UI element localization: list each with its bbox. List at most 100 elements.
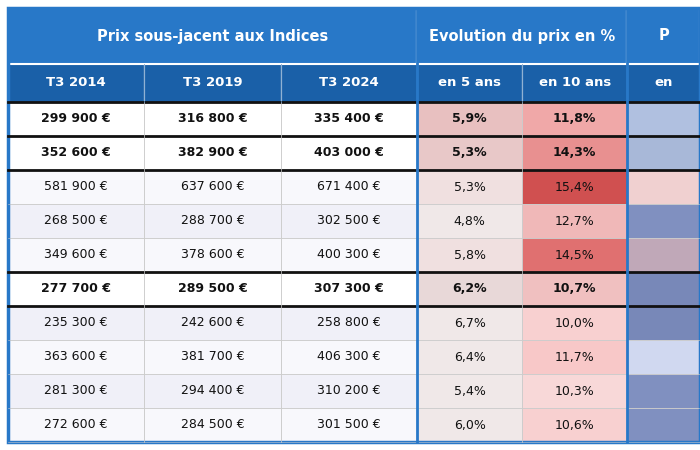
Text: 14,5%: 14,5% [555, 248, 594, 261]
Bar [522, 408, 627, 442]
Bar [144, 204, 281, 238]
Bar [627, 170, 700, 204]
Text: 671 400 €: 671 400 € [317, 180, 381, 194]
Text: 381 700 €: 381 700 € [181, 351, 244, 364]
Text: 10,7%: 10,7% [553, 283, 596, 296]
Text: 272 600 €: 272 600 € [44, 418, 108, 432]
Text: 284 500 €: 284 500 € [181, 418, 244, 432]
Bar [144, 136, 281, 170]
Bar [144, 306, 281, 340]
Bar [522, 204, 627, 238]
Text: T3 2024: T3 2024 [319, 76, 379, 90]
Bar [8, 340, 144, 374]
Bar [417, 204, 522, 238]
Text: en 10 ans: en 10 ans [538, 76, 611, 90]
Bar [8, 64, 144, 102]
Text: 6,4%: 6,4% [454, 351, 485, 364]
Bar [144, 408, 281, 442]
Text: 12,7%: 12,7% [555, 215, 594, 228]
Bar [417, 272, 522, 306]
Text: 382 900 €: 382 900 € [178, 147, 247, 159]
Bar [522, 136, 627, 170]
Bar [8, 102, 144, 136]
Bar [627, 102, 700, 136]
Bar [281, 374, 417, 408]
Bar [522, 306, 627, 340]
Text: 258 800 €: 258 800 € [317, 316, 381, 329]
Bar [627, 340, 700, 374]
Bar [627, 408, 700, 442]
Bar [417, 408, 522, 442]
Text: 11,7%: 11,7% [555, 351, 594, 364]
Text: 277 700 €: 277 700 € [41, 283, 111, 296]
Bar [627, 238, 700, 272]
Text: 335 400 €: 335 400 € [314, 112, 384, 126]
Bar [522, 238, 627, 272]
Bar [417, 102, 522, 136]
Text: 316 800 €: 316 800 € [178, 112, 247, 126]
Text: 349 600 €: 349 600 € [45, 248, 108, 261]
Text: 11,8%: 11,8% [553, 112, 596, 126]
Text: 10,6%: 10,6% [555, 418, 594, 432]
Bar [627, 306, 700, 340]
Text: 5,4%: 5,4% [454, 384, 486, 397]
Bar [417, 170, 522, 204]
Bar [522, 102, 627, 136]
Text: 288 700 €: 288 700 € [181, 215, 244, 228]
Text: 268 500 €: 268 500 € [44, 215, 108, 228]
Bar [417, 8, 627, 64]
Text: 352 600 €: 352 600 € [41, 147, 111, 159]
Bar [281, 64, 417, 102]
Text: 10,3%: 10,3% [555, 384, 594, 397]
Bar [281, 204, 417, 238]
Bar [522, 272, 627, 306]
Bar [8, 8, 417, 64]
Text: 310 200 €: 310 200 € [317, 384, 381, 397]
Text: 403 000 €: 403 000 € [314, 147, 384, 159]
Text: 6,7%: 6,7% [454, 316, 486, 329]
Bar [281, 102, 417, 136]
Bar [281, 238, 417, 272]
Text: en: en [654, 76, 673, 90]
Bar [281, 340, 417, 374]
Text: 6,0%: 6,0% [454, 418, 486, 432]
Bar [144, 102, 281, 136]
Bar [522, 340, 627, 374]
Text: 4,8%: 4,8% [454, 215, 486, 228]
Text: 400 300 €: 400 300 € [317, 248, 381, 261]
Text: 637 600 €: 637 600 € [181, 180, 244, 194]
Bar [417, 340, 522, 374]
Bar [144, 272, 281, 306]
Text: P: P [658, 28, 669, 44]
Bar [627, 374, 700, 408]
Text: 378 600 €: 378 600 € [181, 248, 244, 261]
Text: T3 2019: T3 2019 [183, 76, 242, 90]
Bar [144, 374, 281, 408]
Text: 5,3%: 5,3% [452, 147, 487, 159]
Text: T3 2014: T3 2014 [46, 76, 106, 90]
Bar [144, 238, 281, 272]
Bar [144, 340, 281, 374]
Bar [8, 170, 144, 204]
Bar [522, 64, 627, 102]
Text: 302 500 €: 302 500 € [317, 215, 381, 228]
Bar [144, 170, 281, 204]
Text: 299 900 €: 299 900 € [41, 112, 111, 126]
Text: 242 600 €: 242 600 € [181, 316, 244, 329]
Bar [281, 136, 417, 170]
Bar [8, 204, 144, 238]
Bar [417, 374, 522, 408]
Bar [627, 272, 700, 306]
Bar [281, 170, 417, 204]
Text: 581 900 €: 581 900 € [44, 180, 108, 194]
Bar [417, 136, 522, 170]
Bar [522, 170, 627, 204]
Bar [627, 204, 700, 238]
Text: 5,9%: 5,9% [452, 112, 487, 126]
Bar [627, 136, 700, 170]
Bar [144, 64, 281, 102]
Bar [281, 272, 417, 306]
Text: 10,0%: 10,0% [555, 316, 595, 329]
Text: 363 600 €: 363 600 € [45, 351, 108, 364]
Text: 5,3%: 5,3% [454, 180, 486, 194]
